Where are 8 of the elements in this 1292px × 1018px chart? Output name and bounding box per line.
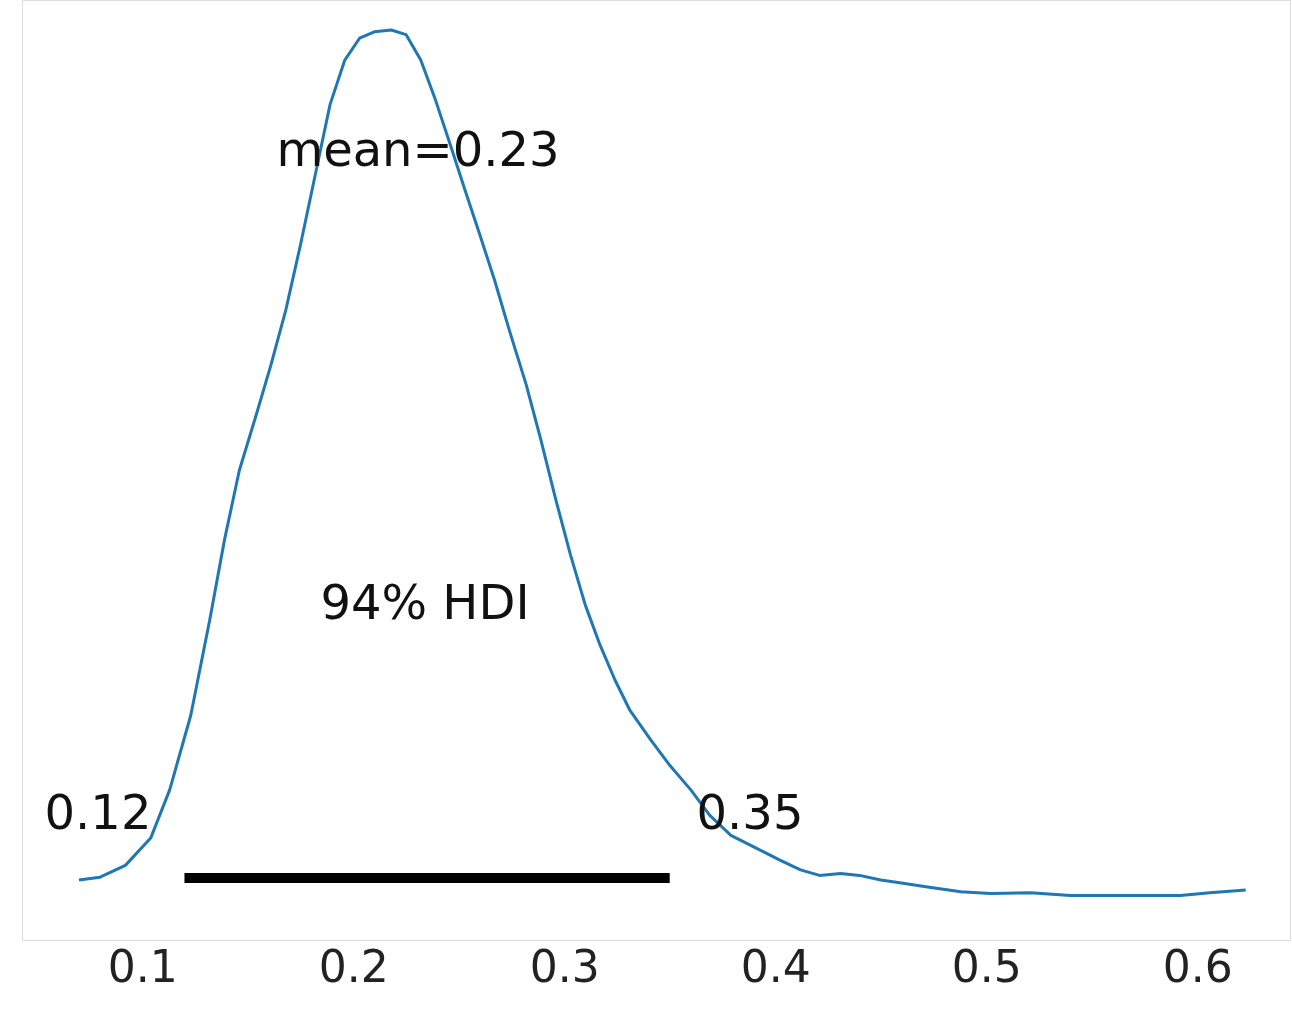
x-tick-label: 0.4 — [740, 940, 811, 992]
x-tick-label: 0.6 — [1162, 940, 1233, 992]
x-tick-label: 0.5 — [951, 940, 1022, 992]
x-tick-label: 0.1 — [107, 940, 178, 992]
x-tick-label: 0.2 — [318, 940, 389, 992]
annotation: 94% HDI — [320, 574, 530, 630]
annotation: 0.12 — [44, 784, 152, 840]
x-tick-label: 0.3 — [529, 940, 600, 992]
